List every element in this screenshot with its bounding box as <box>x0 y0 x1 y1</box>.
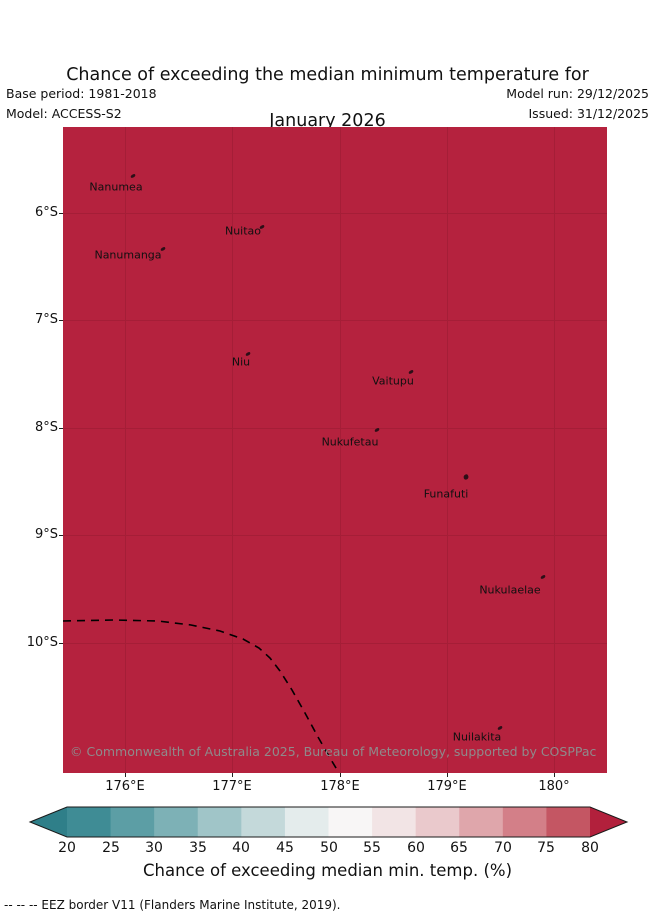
gridline-176e <box>125 127 126 773</box>
issued-text: Issued: 31/12/2025 <box>528 106 650 121</box>
lon-tickmark <box>232 773 233 777</box>
lat-tick-8s: 8°S <box>34 420 58 435</box>
page-title: Chance of exceeding the median minimum t… <box>0 41 655 133</box>
lon-tick-178e: 178°E <box>320 779 360 794</box>
colorbar-tick: 50 <box>320 840 338 856</box>
lat-tickmark <box>59 428 63 429</box>
page-title-line1: Chance of exceeding the median minimum t… <box>66 65 589 85</box>
gridline-8s <box>63 428 607 429</box>
colorbar-ticks: 20 25 30 35 40 45 50 55 60 65 70 75 80 <box>0 840 655 858</box>
colorbar-tick: 55 <box>363 840 381 856</box>
colorbar-svg <box>28 806 629 838</box>
colorbar-segment <box>459 807 504 837</box>
lat-tick-10s: 10°S <box>26 635 58 650</box>
colorbar-segment <box>154 807 199 837</box>
lon-tick-180: 180° <box>538 779 570 794</box>
map-canvas: Nanumea Nuitao Nanumanga Niu Vaitupu Nuk… <box>63 127 607 773</box>
colorbar-tick: 70 <box>494 840 512 856</box>
gridline-10s <box>63 643 607 644</box>
lon-tick-179e: 179°E <box>427 779 467 794</box>
gridline-179e <box>447 127 448 773</box>
lat-tick-6s: 6°S <box>34 205 58 220</box>
model-text: Model: ACCESS-S2 <box>6 106 122 121</box>
colorbar <box>0 806 655 838</box>
colorbar-tick: 20 <box>58 840 76 856</box>
eez-border-line <box>63 619 340 773</box>
base-period-text: Base period: 1981-2018 <box>6 86 157 101</box>
island-label-nukufetau: Nukufetau <box>321 435 379 449</box>
colorbar-segment <box>372 807 417 837</box>
colorbar-segment <box>110 807 155 837</box>
island-label-nanumanga: Nanumanga <box>94 248 162 262</box>
lon-tick-177e: 177°E <box>212 779 252 794</box>
colorbar-tick: 30 <box>145 840 163 856</box>
colorbar-tick: 45 <box>276 840 294 856</box>
model-run-text: Model run: 29/12/2025 <box>506 86 649 101</box>
colorbar-segment <box>284 807 330 837</box>
gridline-180 <box>554 127 555 773</box>
lon-tickmark <box>447 773 448 777</box>
copyright-text: © Commonwealth of Australia 2025, Bureau… <box>70 744 597 759</box>
lat-tickmark <box>59 320 63 321</box>
colorbar-segment <box>328 807 373 837</box>
colorbar-tick: 40 <box>232 840 250 856</box>
colorbar-left-arrow <box>30 807 67 837</box>
lon-tickmark <box>340 773 341 777</box>
page-title-line2: January 2026 <box>269 111 386 131</box>
island-label-vaitupu: Vaitupu <box>372 374 414 388</box>
colorbar-segment <box>67 807 112 837</box>
gridline-7s <box>63 320 607 321</box>
island-label-nukulaelae: Nukulaelae <box>479 583 541 597</box>
island-label-nuitao: Nuitao <box>224 224 262 238</box>
gridline-178e <box>340 127 341 773</box>
lon-tickmark <box>125 773 126 777</box>
colorbar-tick: 35 <box>189 840 207 856</box>
colorbar-tick: 80 <box>581 840 599 856</box>
colorbar-segment <box>546 807 591 837</box>
colorbar-label: Chance of exceeding median min. temp. (%… <box>142 861 513 880</box>
gridline-9s <box>63 535 607 536</box>
colorbar-right-arrow <box>590 807 627 837</box>
colorbar-tick: 65 <box>450 840 468 856</box>
colorbar-segment <box>415 807 460 837</box>
lat-tickmark <box>59 643 63 644</box>
lat-tick-7s: 7°S <box>34 312 58 327</box>
colorbar-outline <box>28 806 629 838</box>
island-label-nuilakita: Nuilakita <box>452 730 502 744</box>
colorbar-segment <box>502 807 548 837</box>
colorbar-tick: 60 <box>407 840 425 856</box>
gridline-6s <box>63 213 607 214</box>
lon-tick-176e: 176°E <box>105 779 145 794</box>
island-label-nanumea: Nanumea <box>89 180 143 194</box>
lat-tick-9s: 9°S <box>34 527 58 542</box>
colorbar-tick: 25 <box>102 840 120 856</box>
colorbar-segment <box>241 807 286 837</box>
eez-footnote: -- -- -- EEZ border V11 (Flanders Marine… <box>4 898 341 912</box>
lat-tickmark <box>59 213 63 214</box>
island-label-niu: Niu <box>231 355 251 369</box>
gridline-177e <box>232 127 233 773</box>
lat-tickmark <box>59 535 63 536</box>
colorbar-segment <box>197 807 242 837</box>
island-label-funafuti: Funafuti <box>423 487 469 501</box>
colorbar-tick: 75 <box>537 840 555 856</box>
lon-tickmark <box>554 773 555 777</box>
